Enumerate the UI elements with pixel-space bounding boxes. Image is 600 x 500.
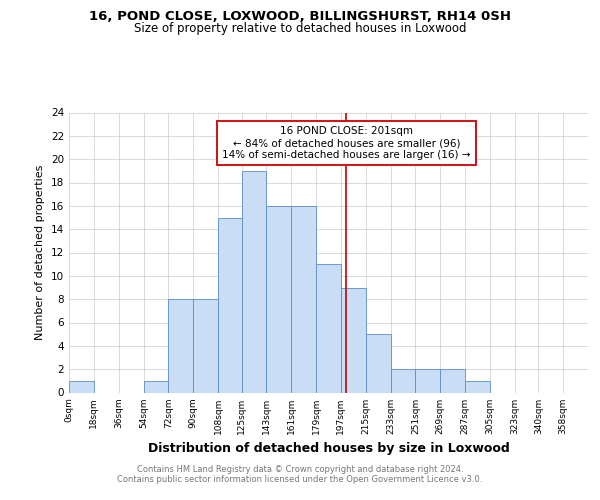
Bar xyxy=(316,264,341,392)
Y-axis label: Number of detached properties: Number of detached properties xyxy=(35,165,46,340)
Bar xyxy=(143,381,169,392)
Bar xyxy=(341,288,366,393)
Bar xyxy=(69,381,94,392)
Text: Contains HM Land Registry data © Crown copyright and database right 2024.
Contai: Contains HM Land Registry data © Crown c… xyxy=(118,464,482,484)
Bar xyxy=(291,206,316,392)
Bar xyxy=(169,299,193,392)
Text: 16, POND CLOSE, LOXWOOD, BILLINGSHURST, RH14 0SH: 16, POND CLOSE, LOXWOOD, BILLINGSHURST, … xyxy=(89,10,511,23)
Bar xyxy=(440,369,465,392)
Bar xyxy=(193,299,218,392)
Bar xyxy=(266,206,291,392)
Bar xyxy=(366,334,391,392)
Bar xyxy=(218,218,242,392)
X-axis label: Distribution of detached houses by size in Loxwood: Distribution of detached houses by size … xyxy=(148,442,509,455)
Text: 16 POND CLOSE: 201sqm
← 84% of detached houses are smaller (96)
14% of semi-deta: 16 POND CLOSE: 201sqm ← 84% of detached … xyxy=(222,126,470,160)
Bar xyxy=(391,369,415,392)
Bar xyxy=(465,381,490,392)
Bar xyxy=(415,369,440,392)
Bar xyxy=(242,171,266,392)
Text: Size of property relative to detached houses in Loxwood: Size of property relative to detached ho… xyxy=(134,22,466,35)
